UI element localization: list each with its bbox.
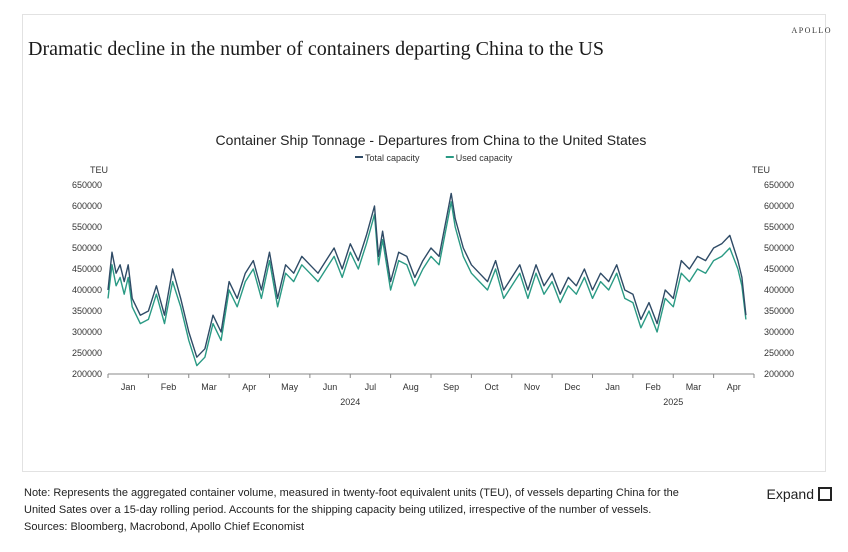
legend-label-1: Used capacity: [456, 153, 513, 163]
footnote: Note: Represents the aggregated containe…: [24, 485, 754, 536]
y-tick-left-1: 250000: [72, 348, 102, 358]
note-line-1: Note: Represents the aggregated containe…: [24, 487, 679, 499]
x-tick-label-15: Apr: [727, 382, 741, 392]
y-tick-left-6: 500000: [72, 243, 102, 253]
y-tick-right-1: 250000: [764, 348, 794, 358]
x-tick-label-4: May: [281, 382, 299, 392]
note-line-3: Sources: Bloomberg, Macrobond, Apollo Ch…: [24, 521, 305, 533]
x-tick-label-1: Feb: [161, 382, 177, 392]
legend-label-0: Total capacity: [365, 153, 420, 163]
chart-title: Container Ship Tonnage - Departures from…: [216, 132, 647, 148]
x-tick-label-0: Jan: [121, 382, 136, 392]
x-tick-label-6: Jul: [365, 382, 377, 392]
brand-logo: APOLLO: [791, 26, 832, 35]
year-label-0: 2024: [340, 397, 360, 407]
y-tick-left-2: 300000: [72, 327, 102, 337]
y-tick-right-4: 400000: [764, 285, 794, 295]
y-tick-right-9: 650000: [764, 180, 794, 190]
headline: Dramatic decline in the number of contai…: [28, 38, 604, 60]
y-tick-right-7: 550000: [764, 222, 794, 232]
x-tick-label-5: Jun: [323, 382, 338, 392]
series-line-used-capacity: [107, 201, 747, 367]
y-tick-left-4: 400000: [72, 285, 102, 295]
expand-icon: [818, 487, 832, 501]
y-tick-right-8: 600000: [764, 201, 794, 211]
expand-label: Expand: [766, 486, 814, 502]
x-tick-label-7: Aug: [403, 382, 419, 392]
x-tick-label-8: Sep: [443, 382, 459, 392]
x-tick-label-10: Nov: [524, 382, 541, 392]
series-line-total-capacity: [107, 192, 747, 358]
y-tick-right-5: 450000: [764, 264, 794, 274]
expand-button[interactable]: Expand: [767, 486, 832, 502]
y-axis-label-right: TEU: [752, 165, 770, 175]
legend: Total capacity Used capacity: [355, 153, 513, 163]
y-tick-right-3: 350000: [764, 306, 794, 316]
y-tick-right-6: 500000: [764, 243, 794, 253]
x-tick-label-12: Jan: [605, 382, 620, 392]
x-tick-label-11: Dec: [564, 382, 581, 392]
y-tick-left-3: 350000: [72, 306, 102, 316]
x-tick-label-3: Apr: [242, 382, 256, 392]
y-tick-left-7: 550000: [72, 222, 102, 232]
y-tick-left-0: 200000: [72, 369, 102, 379]
x-tick-label-2: Mar: [201, 382, 217, 392]
y-tick-right-2: 300000: [764, 327, 794, 337]
y-tick-left-5: 450000: [72, 264, 102, 274]
x-tick-label-9: Oct: [485, 382, 500, 392]
y-tick-left-8: 600000: [72, 201, 102, 211]
chart-card: [22, 14, 826, 472]
note-line-2: United Sates over a 15-day rolling perio…: [24, 504, 652, 516]
x-tick-label-14: Mar: [686, 382, 702, 392]
y-tick-right-0: 200000: [764, 369, 794, 379]
y-tick-left-9: 650000: [72, 180, 102, 190]
y-axis-label-left: TEU: [90, 165, 108, 175]
x-tick-label-13: Feb: [645, 382, 661, 392]
year-label-1: 2025: [663, 397, 683, 407]
